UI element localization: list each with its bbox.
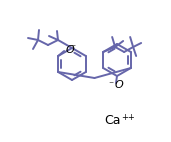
Text: Ca: Ca: [104, 113, 120, 127]
Text: ⁻: ⁻: [71, 43, 76, 53]
Text: O: O: [65, 45, 74, 55]
Text: ⁻: ⁻: [108, 80, 113, 90]
Text: ++: ++: [121, 112, 135, 122]
Text: O: O: [115, 80, 124, 90]
